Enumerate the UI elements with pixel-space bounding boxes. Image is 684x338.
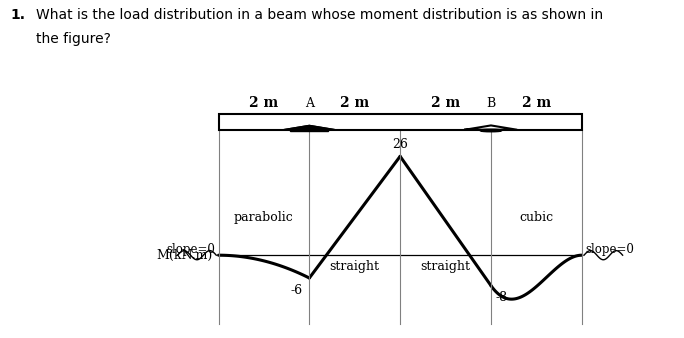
Text: slope=0: slope=0: [166, 243, 215, 256]
Text: straight: straight: [421, 260, 471, 273]
Text: parabolic: parabolic: [234, 211, 294, 224]
Bar: [218, 115, 582, 130]
Text: 2 m: 2 m: [522, 96, 551, 110]
Polygon shape: [283, 125, 335, 130]
Text: M(kN.m): M(kN.m): [157, 249, 213, 262]
Text: 1.: 1.: [10, 8, 25, 22]
Text: 2 m: 2 m: [340, 96, 369, 110]
Text: 26: 26: [392, 138, 408, 151]
Text: the figure?: the figure?: [36, 32, 110, 46]
Text: straight: straight: [330, 260, 380, 273]
Text: B: B: [486, 97, 496, 110]
Text: -8: -8: [495, 291, 508, 304]
Text: What is the load distribution in a beam whose moment distribution is as shown in: What is the load distribution in a beam …: [36, 8, 603, 22]
Bar: [290, 130, 328, 131]
Text: 2 m: 2 m: [431, 96, 460, 110]
Text: slope=0: slope=0: [586, 243, 634, 256]
Text: cubic: cubic: [519, 211, 553, 224]
Text: -6: -6: [291, 284, 302, 297]
Text: A: A: [305, 97, 314, 110]
Text: 2 m: 2 m: [249, 96, 278, 110]
